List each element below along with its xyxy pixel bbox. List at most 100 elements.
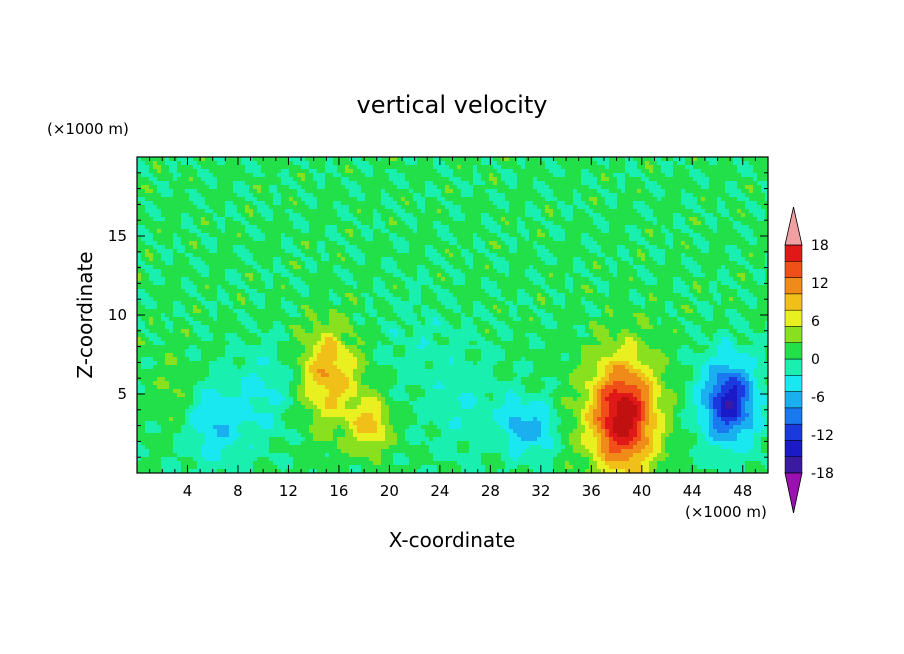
heatmap-cell [301, 201, 306, 206]
heatmap-cell [257, 157, 262, 162]
heatmap-cell [245, 197, 250, 202]
heatmap-cell [305, 169, 310, 174]
heatmap-cell [633, 217, 638, 222]
heatmap-cell [329, 233, 334, 238]
heatmap-cell [625, 237, 630, 242]
heatmap-cell [489, 217, 494, 222]
heatmap-cell [593, 213, 598, 218]
heatmap-cell [229, 197, 234, 202]
heatmap-cell [681, 213, 686, 218]
heatmap-cell [721, 225, 726, 230]
heatmap-cell [181, 269, 186, 274]
heatmap-cell [405, 189, 410, 194]
heatmap-cell [765, 201, 768, 206]
heatmap-cell [461, 173, 466, 178]
heatmap-cell [225, 261, 230, 266]
heatmap-cell [309, 185, 314, 190]
heatmap-cell [289, 177, 294, 182]
heatmap-cell [293, 225, 298, 230]
heatmap-cell [733, 261, 738, 266]
x-unit-label: (×1000 m) [685, 503, 767, 521]
heatmap-cell [393, 281, 398, 286]
heatmap-cell [281, 237, 286, 242]
heatmap-cell [521, 205, 526, 210]
heatmap-cell [253, 229, 258, 234]
heatmap-cell [225, 237, 230, 242]
heatmap-cell [165, 253, 170, 258]
heatmap-cell [193, 273, 198, 278]
heatmap-cell [289, 197, 294, 202]
heatmap-cell [685, 261, 690, 266]
heatmap-cell [765, 193, 768, 198]
heatmap-cell [333, 229, 338, 234]
heatmap-cell [549, 245, 554, 250]
heatmap-cell [229, 169, 234, 174]
heatmap-cell [189, 237, 194, 242]
heatmap-cell [345, 241, 350, 246]
heatmap-cell [193, 257, 198, 262]
heatmap-cell [265, 229, 270, 234]
heatmap-cell [605, 273, 610, 278]
heatmap-cell [541, 161, 546, 166]
heatmap-cell [221, 269, 226, 274]
heatmap-cell [549, 157, 554, 162]
heatmap-cell [529, 233, 534, 238]
heatmap-cell [481, 221, 486, 226]
heatmap-cell [477, 281, 482, 286]
heatmap-cell [417, 253, 422, 258]
heatmap-cell [541, 257, 546, 262]
heatmap-cell [373, 201, 378, 206]
heatmap-cell [557, 269, 562, 274]
heatmap-cell [141, 173, 146, 178]
heatmap-cell [173, 249, 178, 254]
heatmap-cell [521, 173, 526, 178]
heatmap-cell [433, 233, 438, 238]
heatmap-cell [645, 157, 650, 162]
heatmap-cell [697, 201, 702, 206]
heatmap-cell [469, 193, 474, 198]
heatmap-cell [501, 273, 506, 278]
heatmap-cell [649, 257, 654, 262]
heatmap-cell [425, 185, 430, 190]
heatmap-cell [181, 193, 186, 198]
heatmap-cell [681, 177, 686, 182]
heatmap-cell [757, 197, 762, 202]
heatmap-cell [617, 209, 622, 214]
heatmap-cell [733, 189, 738, 194]
heatmap-cell [257, 253, 262, 258]
heatmap-cell [269, 233, 274, 238]
heatmap-cell [425, 237, 430, 242]
heatmap-cell [589, 241, 594, 246]
heatmap-cell [233, 185, 238, 190]
heatmap-cell [317, 165, 322, 170]
heatmap-cell [153, 229, 158, 234]
heatmap-cell [221, 197, 226, 202]
heatmap-cell [613, 157, 618, 162]
heatmap-cell [613, 201, 618, 206]
heatmap-cell [637, 245, 642, 250]
heatmap-cell [553, 245, 558, 250]
heatmap-cell [473, 249, 478, 254]
heatmap-cell [473, 205, 478, 210]
heatmap-cell [449, 209, 454, 214]
heatmap-cell [213, 193, 218, 198]
heatmap-cell [417, 205, 422, 210]
heatmap-cell [521, 261, 526, 266]
heatmap-cell [601, 161, 606, 166]
heatmap-cell [677, 249, 682, 254]
heatmap-cell [285, 221, 290, 226]
heatmap-cell [465, 189, 470, 194]
heatmap-cell [345, 209, 350, 214]
heatmap-cell [437, 229, 442, 234]
heatmap-cell [557, 249, 562, 254]
heatmap-cell [241, 169, 246, 174]
heatmap-cell [449, 273, 454, 278]
heatmap-cell [577, 173, 582, 178]
heatmap-cell [405, 209, 410, 214]
heatmap-cell [149, 281, 154, 286]
heatmap-cell [401, 233, 406, 238]
heatmap-cell [381, 161, 386, 166]
heatmap-cell [493, 265, 498, 270]
heatmap-cell [469, 225, 474, 230]
heatmap-cell [601, 265, 606, 270]
